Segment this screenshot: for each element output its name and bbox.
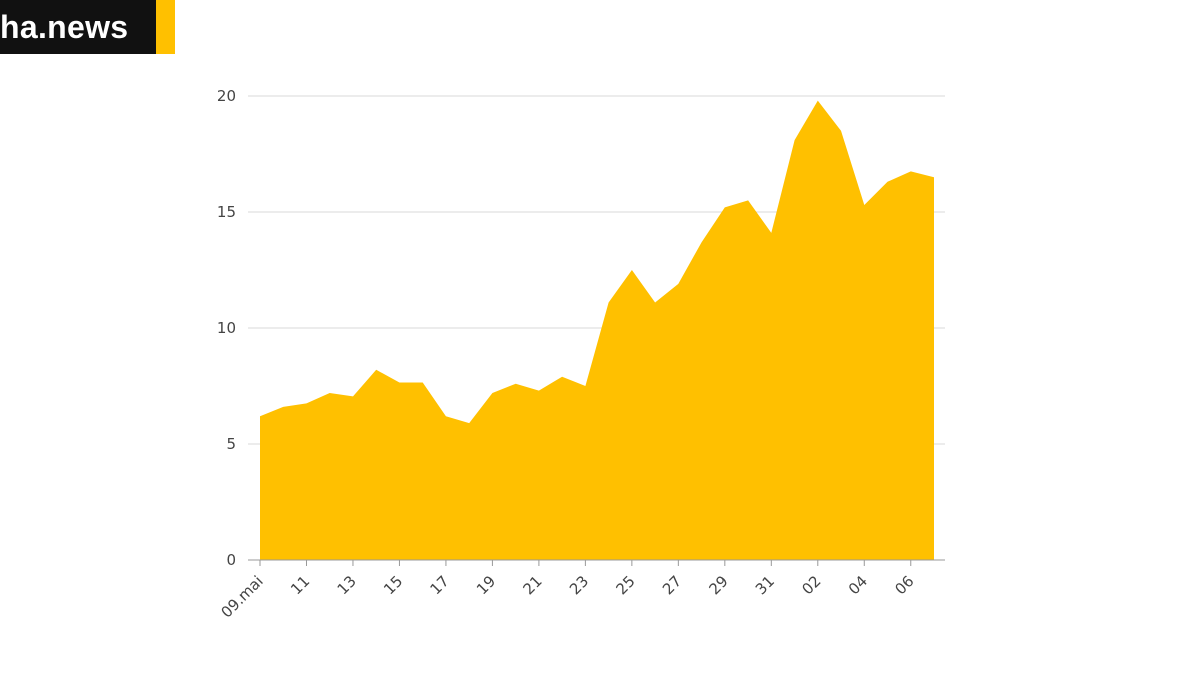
area-series [260, 100, 934, 560]
y-tick-label: 5 [226, 435, 236, 453]
x-tick-label: 27 [659, 572, 685, 598]
x-tick-label: 23 [566, 572, 592, 598]
brand-logo: ha.news [0, 0, 176, 54]
y-tick-label: 10 [217, 319, 236, 337]
brand-name: ha.news [0, 0, 157, 54]
x-tick-label: 09.mai [217, 572, 266, 621]
y-tick-label: 20 [217, 87, 236, 105]
x-tick-label: 11 [287, 572, 313, 598]
x-axis: 09.mai 11 13 15 17 19 21 23 25 27 29 31 02 04 06 [217, 559, 945, 621]
y-tick-label: 15 [217, 203, 236, 221]
x-tick-label: 13 [334, 572, 360, 598]
x-tick-label: 31 [752, 572, 778, 598]
x-tick-label: 21 [519, 572, 545, 598]
y-axis: 0 5 10 15 20 [217, 87, 236, 569]
x-tick-label: 17 [427, 572, 453, 598]
x-tick-label: 06 [891, 572, 917, 598]
x-tick-label: 29 [705, 572, 731, 598]
x-tick-label: 15 [380, 572, 406, 598]
brand-accent-bar [156, 0, 176, 54]
x-tick-label: 04 [845, 572, 871, 598]
x-tick-label: 19 [473, 572, 499, 598]
y-tick-label: 0 [226, 551, 236, 569]
x-tick-label: 02 [798, 572, 824, 598]
x-tick-label: 25 [612, 572, 638, 598]
series-area [260, 100, 934, 560]
